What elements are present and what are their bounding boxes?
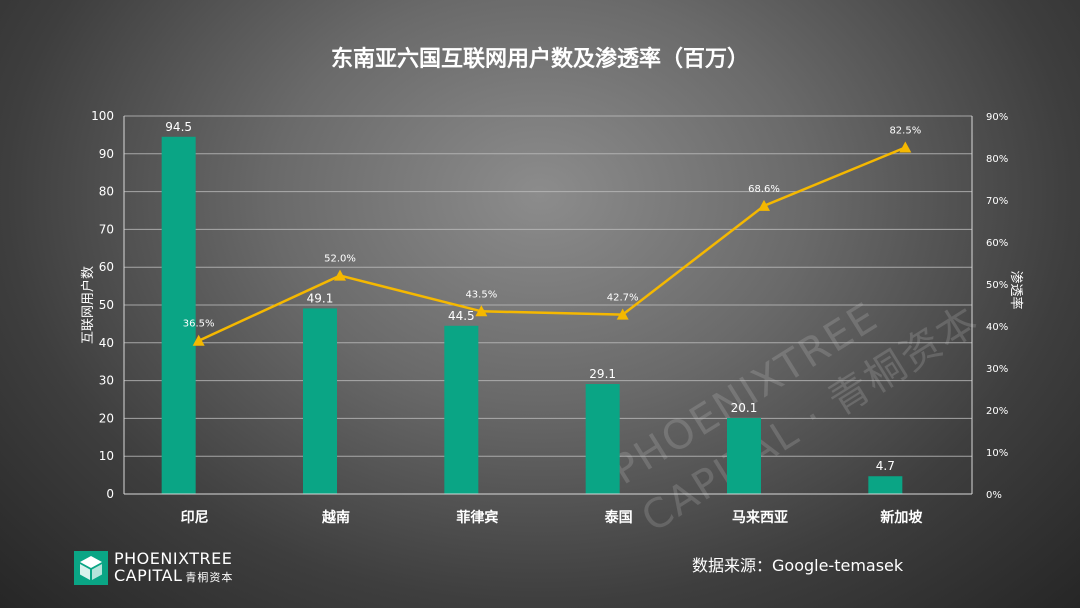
penetration-line [198, 146, 906, 342]
y-tick-label: 70 [99, 222, 114, 236]
bar-data-label: 94.5 [165, 120, 192, 134]
y2-tick-label: 30% [986, 364, 1008, 375]
line-point-marker [758, 199, 770, 211]
y-tick-label: 40 [99, 336, 114, 350]
x-tick-label: 马来西亚 [732, 510, 788, 526]
bar-series [161, 136, 903, 495]
y2-tick-label: 80% [986, 154, 1008, 165]
line-data-label: 52.0% [324, 254, 356, 265]
gridlines [124, 115, 972, 495]
y2-tick-label: 70% [986, 196, 1008, 207]
line-data-label: 36.5% [183, 319, 215, 330]
y2-tick-label: 50% [986, 280, 1008, 291]
x-tick-label: 越南 [321, 509, 350, 526]
line-point-marker [334, 269, 346, 281]
line-data-label: 43.5% [465, 289, 497, 300]
chart-title: 东南亚六国互联网用户数及渗透率（百万） [331, 46, 749, 72]
company-logo: PHOENIXTREE CAPITAL 青桐资本 [74, 548, 233, 588]
y2-tick-label: 90% [986, 112, 1008, 123]
y2-tick-label: 40% [986, 322, 1008, 333]
line-data-label: 82.5% [889, 126, 921, 137]
y-tick-label: 20 [99, 411, 114, 425]
y2-tick-label: 0% [986, 490, 1002, 501]
axes: 0 10 20 30 40 50 60 70 80 90 100 0% 10% 20% 30% 40% 50% 6… [91, 109, 1008, 526]
y2-tick-label: 60% [986, 238, 1008, 249]
bar-data-label: 4.7 [876, 459, 895, 473]
line-point-marker [899, 141, 912, 153]
x-tick-label: 新加坡 [880, 509, 923, 526]
y2-tick-label: 20% [986, 406, 1008, 417]
bar-data-label: 20.1 [731, 401, 758, 415]
logo-cube-icon [74, 551, 108, 585]
line-data-label: 68.6% [748, 184, 780, 195]
y-axis-title: 互联网用户数 [80, 266, 96, 344]
y2-tick-label: 10% [986, 448, 1008, 459]
data-labels: 94.5 49.1 44.5 29.1 20.1 4.7 36.5% 52.0% 43.5% 42… [165, 120, 921, 473]
bar [727, 418, 761, 494]
x-tick-label: 菲律宾 [456, 509, 498, 526]
line-point-marker [475, 305, 488, 317]
bar [161, 136, 196, 495]
logo-name: PHOENIXTREE [114, 549, 233, 568]
line-data-label: 42.7% [607, 293, 639, 304]
y-tick-label: 50 [99, 298, 114, 312]
y-tick-label: 0 [106, 487, 114, 501]
bar [303, 308, 337, 494]
bar-data-label: 49.1 [307, 291, 334, 305]
y2-axis-title: 渗透率 [1008, 270, 1024, 309]
bar [444, 325, 479, 494]
line-point-marker [192, 334, 205, 346]
logo-cn-name: 青桐资本 [185, 571, 234, 584]
y-tick-label: 80 [99, 185, 114, 199]
bar-data-label: 44.5 [448, 309, 475, 323]
y-tick-label: 10 [99, 449, 114, 463]
line-point-marker [616, 308, 629, 320]
x-tick-label: 印尼 [181, 509, 209, 526]
bar [585, 384, 620, 494]
bar [868, 476, 903, 494]
y-tick-label: 100 [91, 109, 114, 123]
y-tick-label: 90 [99, 147, 114, 161]
logo-subname: CAPITAL [114, 566, 183, 585]
y-tick-label: 30 [99, 374, 114, 388]
bar-data-label: 29.1 [589, 367, 616, 381]
y-tick-label: 60 [99, 260, 114, 274]
x-tick-label: 泰国 [604, 509, 633, 526]
data-source: 数据来源：Google-temasek [692, 556, 904, 575]
line-series [192, 141, 912, 346]
